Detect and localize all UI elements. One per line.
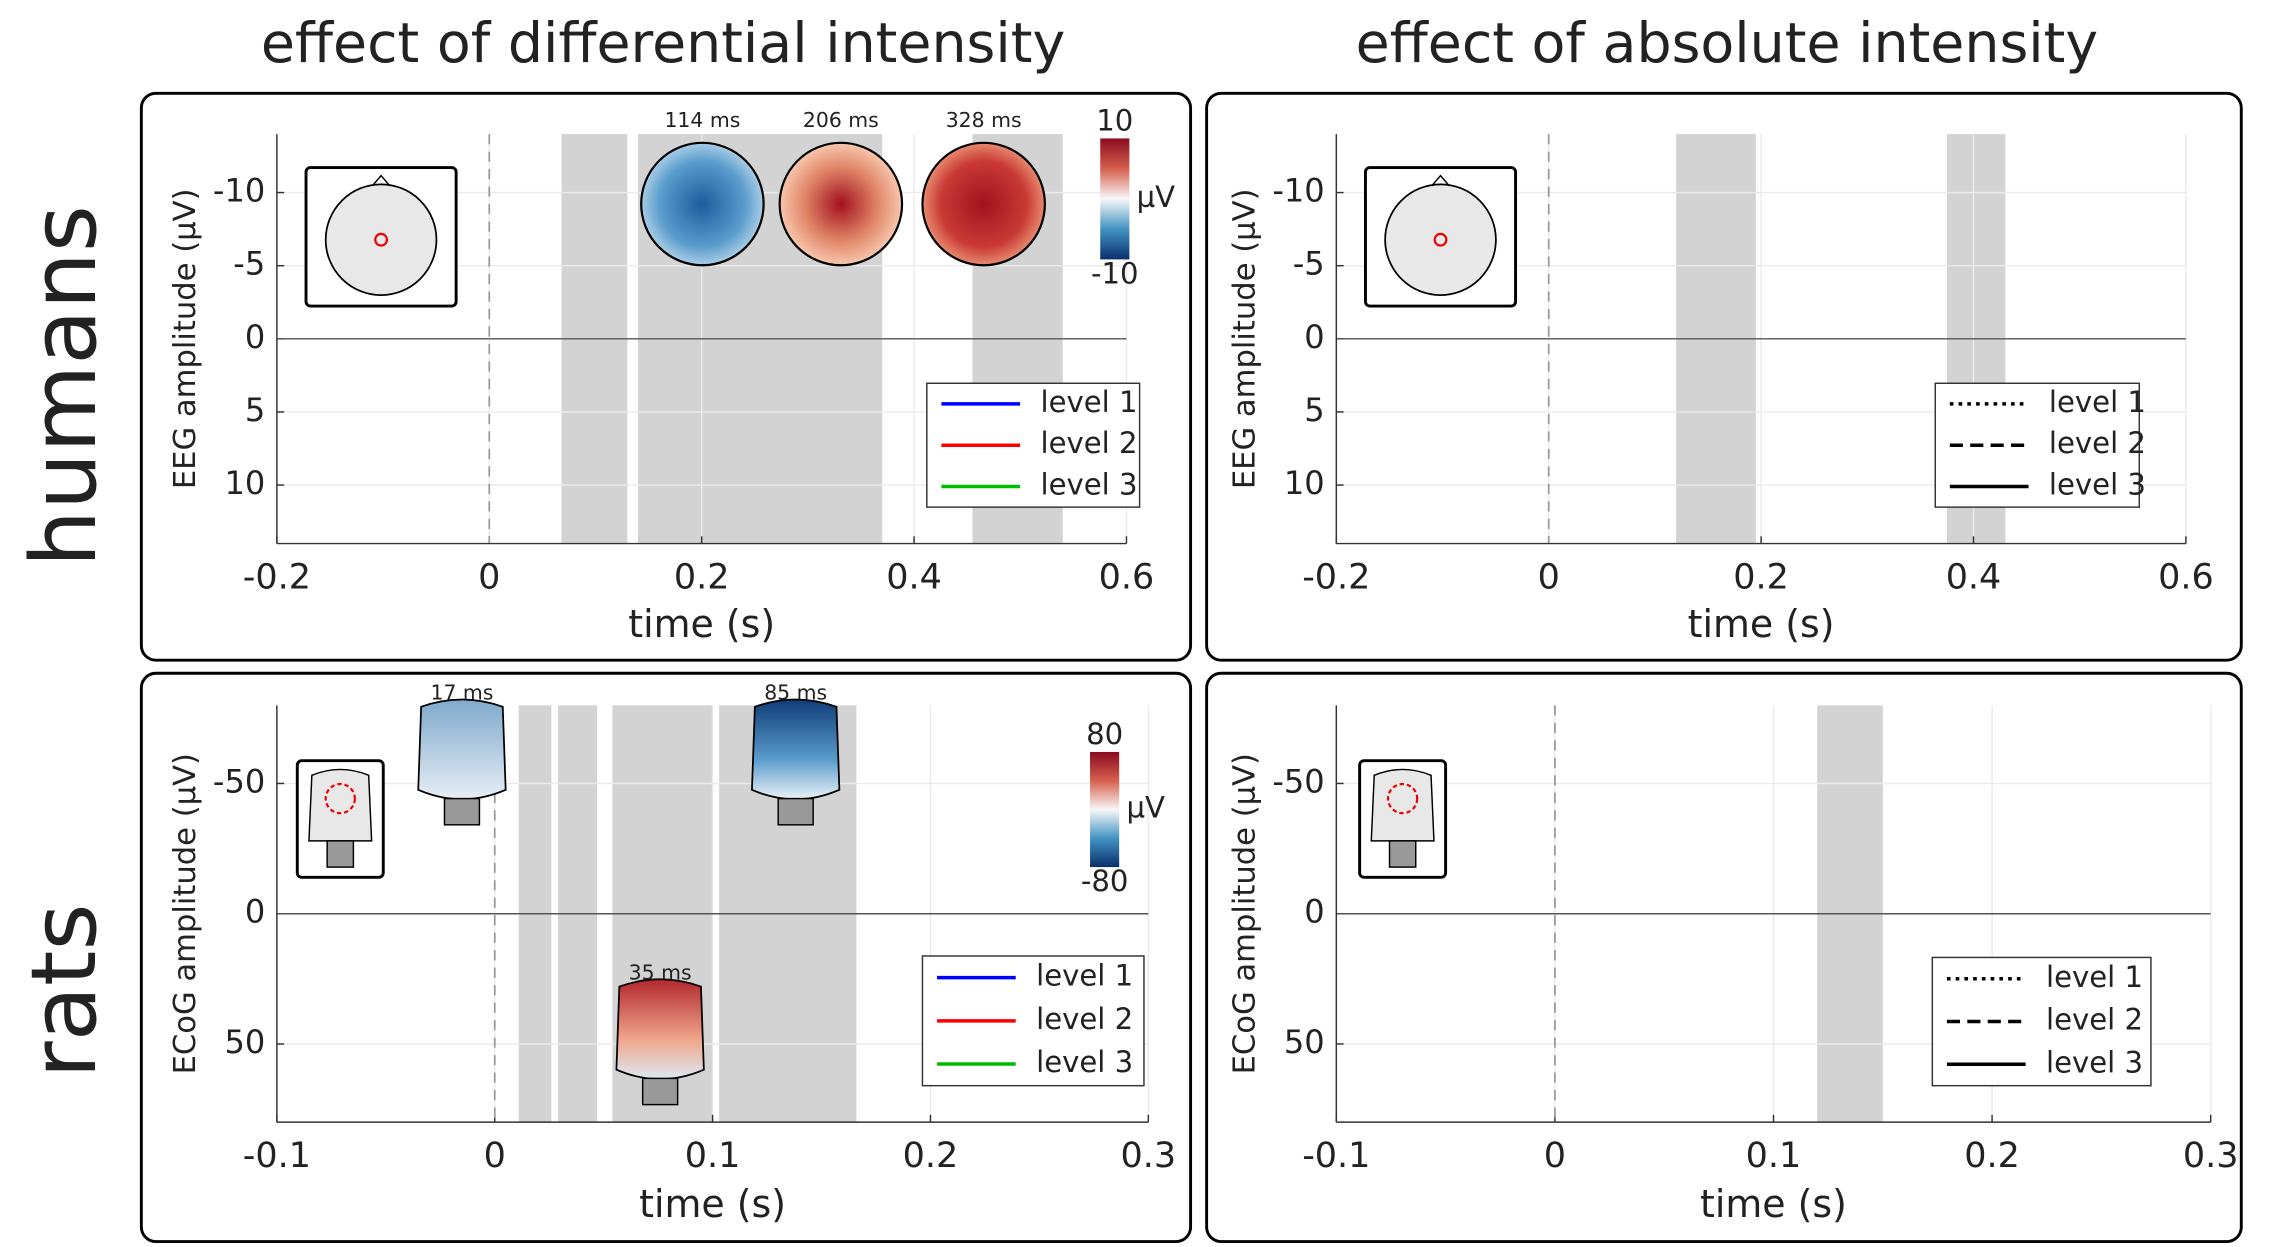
topomap-neck bbox=[443, 797, 481, 826]
x-tick-label: 0 bbox=[1544, 1136, 1566, 1176]
x-tick-label: 0.3 bbox=[2183, 1136, 2239, 1176]
y-tick-label: 10 bbox=[1284, 464, 1325, 502]
y-tick-label: 5 bbox=[245, 391, 265, 429]
legend-label: level 1 bbox=[2049, 385, 2146, 419]
rat-neck bbox=[326, 840, 355, 868]
y-tick-label: 10 bbox=[224, 464, 265, 502]
legend-label: level 2 bbox=[1040, 426, 1137, 460]
topomap-label: 114 ms bbox=[664, 108, 740, 132]
topomap-neck bbox=[777, 797, 814, 826]
topomap bbox=[751, 698, 841, 801]
x-axis-label: time (s) bbox=[1688, 602, 1835, 646]
legend-label: level 1 bbox=[1040, 385, 1137, 419]
x-tick-label: 0.2 bbox=[1733, 558, 1789, 598]
topomap-label: 328 ms bbox=[946, 108, 1022, 132]
topomap bbox=[921, 141, 1046, 267]
topomap bbox=[778, 141, 904, 267]
colorbar-label: µV bbox=[1137, 180, 1176, 214]
topomap bbox=[640, 141, 765, 267]
legend-label: level 2 bbox=[1036, 1002, 1133, 1036]
colorbar bbox=[1100, 138, 1130, 260]
topomap-label: 85 ms bbox=[764, 681, 827, 705]
x-tick-label: 0.4 bbox=[1946, 558, 2002, 598]
y-tick-label: -10 bbox=[213, 172, 265, 210]
x-tick-label: 0.1 bbox=[1746, 1136, 1802, 1176]
nose bbox=[1431, 174, 1450, 187]
x-tick-label: 0.2 bbox=[903, 1136, 959, 1176]
legend-label: level 3 bbox=[2049, 467, 2146, 501]
electrode bbox=[324, 782, 356, 815]
x-tick-label: -0.2 bbox=[243, 558, 311, 598]
row-label: rats bbox=[12, 903, 117, 1078]
colorbar-tick: -80 bbox=[1081, 864, 1129, 898]
x-tick-label: -0.1 bbox=[1302, 1136, 1370, 1176]
x-axis-label: time (s) bbox=[639, 1182, 786, 1226]
x-tick-label: 0.4 bbox=[886, 558, 942, 598]
rat-neck bbox=[1388, 840, 1417, 868]
x-tick-label: 0 bbox=[1538, 558, 1560, 598]
rat-skull bbox=[1370, 768, 1435, 842]
colorbar bbox=[1090, 751, 1120, 868]
x-tick-label: -0.1 bbox=[243, 1136, 311, 1176]
y-tick-label: -50 bbox=[1272, 762, 1324, 800]
topomap-neck bbox=[641, 1077, 679, 1106]
nose bbox=[371, 174, 391, 187]
y-tick-label: -50 bbox=[213, 762, 265, 800]
y-tick-label: 50 bbox=[1284, 1023, 1325, 1061]
electrode bbox=[1386, 782, 1419, 815]
y-axis-label: EEG amplitude (µV) bbox=[1227, 188, 1262, 489]
colorbar-tick: -10 bbox=[1091, 256, 1139, 290]
y-tick-label: 5 bbox=[1304, 391, 1324, 429]
legend-label: level 1 bbox=[2046, 960, 2143, 994]
y-tick-label: -5 bbox=[233, 245, 265, 283]
x-tick-label: 0.2 bbox=[1964, 1136, 2020, 1176]
y-tick-label: 0 bbox=[245, 318, 265, 356]
column-title: effect of differential intensity bbox=[261, 12, 1065, 76]
panel bbox=[1205, 671, 2243, 1244]
colorbar-tick: 10 bbox=[1096, 103, 1133, 137]
legend-label: level 1 bbox=[1036, 959, 1133, 993]
head bbox=[324, 183, 438, 296]
topomap-label: 35 ms bbox=[629, 960, 692, 984]
column-title: effect of absolute intensity bbox=[1356, 12, 2099, 76]
x-tick-label: 0.2 bbox=[674, 558, 730, 598]
y-tick-label: 0 bbox=[245, 893, 265, 931]
x-tick-label: -0.2 bbox=[1302, 558, 1370, 598]
colorbar-tick: 80 bbox=[1086, 717, 1123, 751]
row-label: humans bbox=[12, 205, 117, 567]
y-tick-label: 50 bbox=[224, 1023, 265, 1061]
x-tick-label: 0 bbox=[478, 558, 500, 598]
legend-label: level 3 bbox=[1040, 467, 1137, 501]
head bbox=[1384, 183, 1497, 296]
y-axis-label: ECoG amplitude (µV) bbox=[1227, 753, 1262, 1074]
topomap-label: 17 ms bbox=[430, 681, 493, 705]
x-tick-label: 0 bbox=[484, 1136, 506, 1176]
topomap bbox=[417, 698, 507, 801]
x-tick-label: 0.3 bbox=[1121, 1136, 1177, 1176]
colorbar-label: µV bbox=[1126, 791, 1165, 825]
legend-label: level 2 bbox=[2049, 426, 2146, 460]
y-axis-label: EEG amplitude (µV) bbox=[168, 188, 203, 489]
topomap bbox=[615, 978, 705, 1080]
x-tick-label: 0.1 bbox=[685, 1136, 741, 1176]
x-axis-label: time (s) bbox=[628, 602, 775, 646]
y-tick-label: -10 bbox=[1272, 172, 1324, 210]
y-tick-label: 0 bbox=[1304, 318, 1324, 356]
legend-label: level 3 bbox=[1036, 1045, 1133, 1079]
legend-label: level 3 bbox=[2046, 1045, 2143, 1079]
x-tick-label: 0.6 bbox=[1099, 558, 1155, 598]
electrode bbox=[374, 232, 388, 247]
y-tick-label: 0 bbox=[1304, 893, 1324, 931]
topomap-label: 206 ms bbox=[803, 108, 879, 132]
electrode bbox=[1433, 232, 1448, 247]
y-axis-label: ECoG amplitude (µV) bbox=[168, 753, 203, 1074]
legend-label: level 2 bbox=[2046, 1003, 2143, 1037]
x-axis-label: time (s) bbox=[1700, 1182, 1847, 1226]
rat-skull bbox=[308, 768, 373, 842]
y-tick-label: -5 bbox=[1293, 245, 1325, 283]
x-tick-label: 0.6 bbox=[2158, 558, 2214, 598]
